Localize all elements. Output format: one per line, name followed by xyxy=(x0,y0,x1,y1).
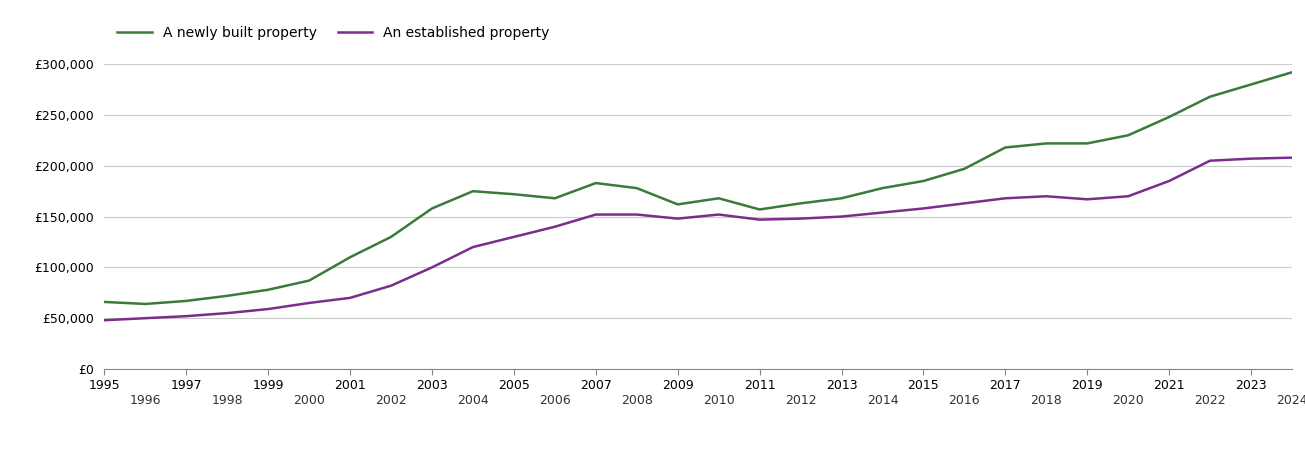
A newly built property xyxy=(179,298,194,304)
An established property xyxy=(301,300,317,306)
A newly built property xyxy=(424,206,440,211)
A newly built property xyxy=(1202,94,1218,99)
An established property xyxy=(465,244,480,250)
Line: A newly built property: A newly built property xyxy=(104,72,1292,304)
A newly built property xyxy=(1244,82,1259,87)
A newly built property xyxy=(301,278,317,284)
An established property xyxy=(384,283,399,288)
An established property xyxy=(506,234,522,239)
An established property xyxy=(1079,197,1095,202)
Text: 1998: 1998 xyxy=(211,394,243,407)
An established property xyxy=(97,318,112,323)
A newly built property xyxy=(1284,70,1300,75)
Text: 2022: 2022 xyxy=(1194,394,1225,407)
An established property xyxy=(669,216,685,221)
An established property xyxy=(711,212,727,217)
An established property xyxy=(916,206,932,211)
An established property xyxy=(589,212,604,217)
A newly built property xyxy=(874,185,890,191)
An established property xyxy=(834,214,850,219)
An established property xyxy=(547,224,562,230)
Text: 2012: 2012 xyxy=(784,394,817,407)
An established property xyxy=(874,210,890,215)
An established property xyxy=(752,217,767,222)
A newly built property xyxy=(834,196,850,201)
Text: 2018: 2018 xyxy=(1031,394,1062,407)
Line: An established property: An established property xyxy=(104,158,1292,320)
A newly built property xyxy=(669,202,685,207)
A newly built property xyxy=(792,201,808,206)
An established property xyxy=(219,310,235,316)
An established property xyxy=(261,306,277,312)
A newly built property xyxy=(997,145,1013,150)
A newly built property xyxy=(384,234,399,239)
An established property xyxy=(342,295,358,301)
A newly built property xyxy=(547,196,562,201)
A newly built property xyxy=(1079,141,1095,146)
An established property xyxy=(424,265,440,270)
An established property xyxy=(1120,194,1135,199)
A newly built property xyxy=(1039,141,1054,146)
A newly built property xyxy=(589,180,604,186)
Text: 2024: 2024 xyxy=(1276,394,1305,407)
An established property xyxy=(137,315,153,321)
A newly built property xyxy=(97,299,112,305)
An established property xyxy=(957,201,972,206)
Text: 2020: 2020 xyxy=(1112,394,1144,407)
A newly built property xyxy=(1120,133,1135,138)
A newly built property xyxy=(137,301,153,306)
Text: 2000: 2000 xyxy=(294,394,325,407)
An established property xyxy=(1284,155,1300,160)
Text: 2008: 2008 xyxy=(621,394,652,407)
Text: 2016: 2016 xyxy=(949,394,980,407)
Text: 2006: 2006 xyxy=(539,394,570,407)
An established property xyxy=(1161,178,1177,184)
An established property xyxy=(792,216,808,221)
A newly built property xyxy=(261,287,277,292)
A newly built property xyxy=(506,192,522,197)
Text: 2002: 2002 xyxy=(375,394,407,407)
A newly built property xyxy=(711,196,727,201)
A newly built property xyxy=(916,178,932,184)
An established property xyxy=(179,314,194,319)
A newly built property xyxy=(752,207,767,212)
A newly built property xyxy=(465,189,480,194)
An established property xyxy=(629,212,645,217)
A newly built property xyxy=(1161,114,1177,120)
An established property xyxy=(1039,194,1054,199)
An established property xyxy=(1202,158,1218,163)
An established property xyxy=(1244,156,1259,162)
Text: 1996: 1996 xyxy=(129,394,161,407)
A newly built property xyxy=(629,185,645,191)
A newly built property xyxy=(342,255,358,260)
An established property xyxy=(997,196,1013,201)
Text: 2004: 2004 xyxy=(457,394,489,407)
Text: 2010: 2010 xyxy=(703,394,735,407)
A newly built property xyxy=(219,293,235,298)
Text: 2014: 2014 xyxy=(867,394,898,407)
A newly built property xyxy=(957,166,972,171)
Legend: A newly built property, An established property: A newly built property, An established p… xyxy=(111,20,556,45)
